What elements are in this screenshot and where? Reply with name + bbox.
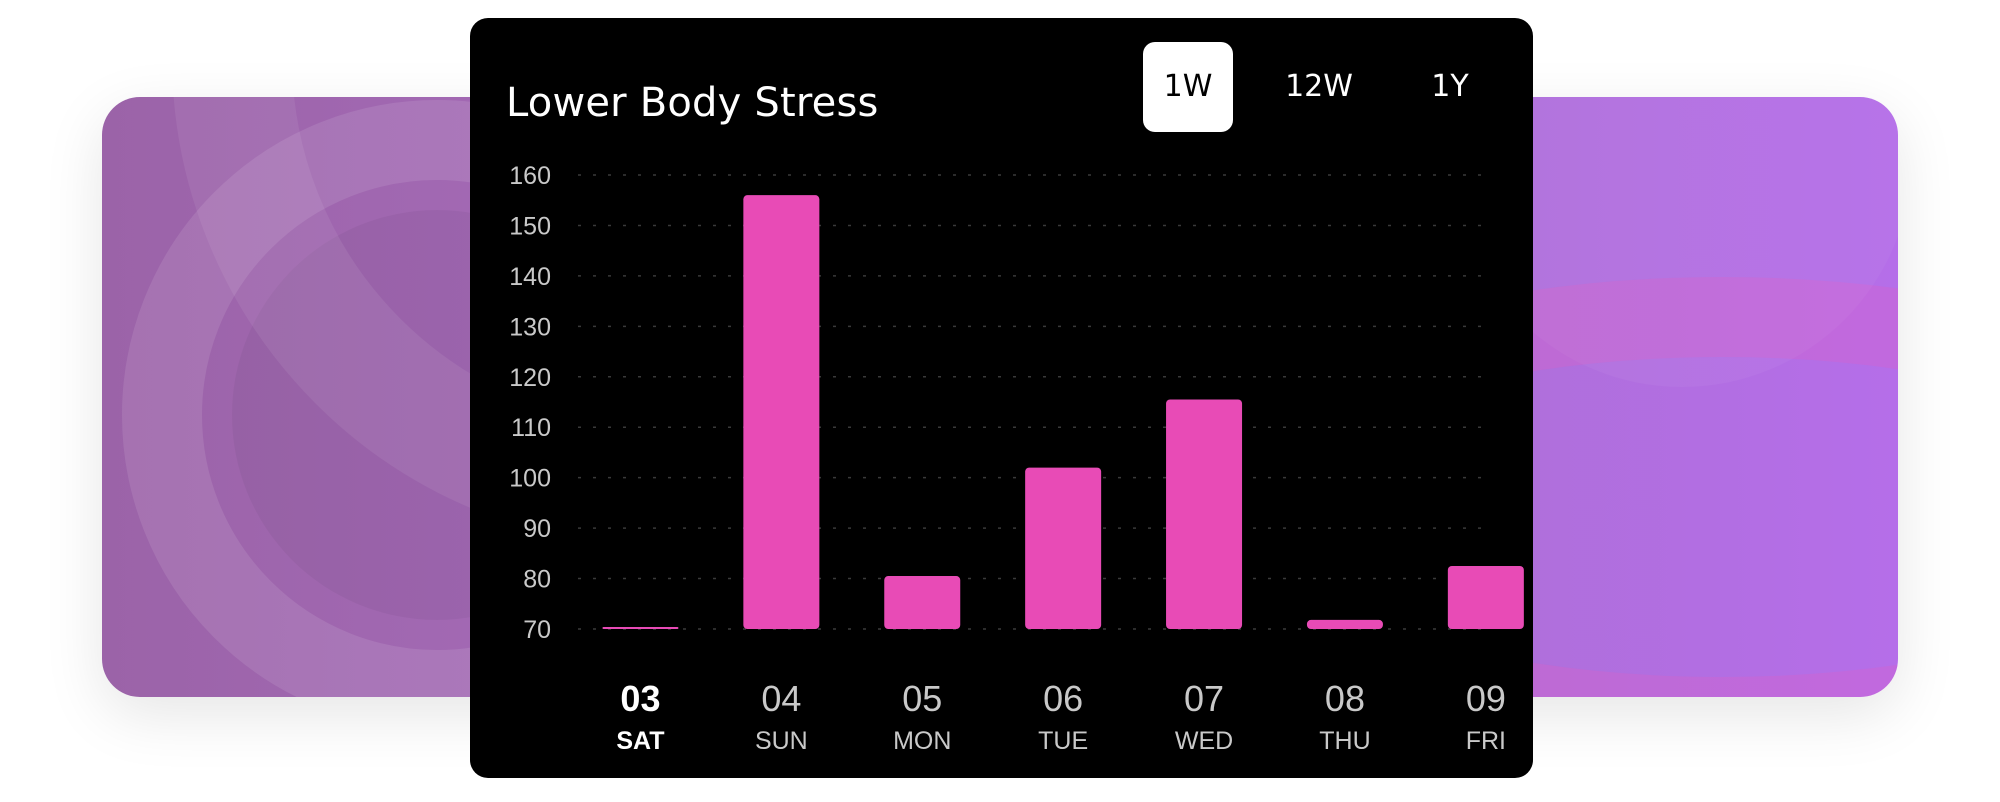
bar-chart: 70 80 90 100 110 120 130 140 150 160 03 SAT 04 SUN 05 M… <box>509 162 1524 755</box>
y-tick-label: 120 <box>509 364 551 392</box>
x-tick-weekday-label: TUE <box>1038 727 1088 755</box>
y-tick-label: 70 <box>523 616 551 644</box>
y-tick-label: 160 <box>509 162 551 190</box>
x-tick-weekday-label: SAT <box>616 727 664 755</box>
bar <box>743 195 820 629</box>
x-tick-day-label: 03 <box>620 678 660 719</box>
x-tick-day-label: 05 <box>902 678 942 719</box>
y-tick-label: 100 <box>509 465 551 493</box>
tab-1y[interactable]: 1Y <box>1431 69 1469 104</box>
bar <box>1306 619 1383 629</box>
x-tick-weekday-label: MON <box>893 727 951 755</box>
x-tick-day-label: 08 <box>1325 678 1365 719</box>
x-tick-weekday-label: SUN <box>755 727 808 755</box>
bar <box>1166 399 1243 629</box>
x-tick-weekday-label: THU <box>1319 727 1370 755</box>
time-range-tabs: 1W 12W 1Y <box>1143 42 1503 132</box>
chart-title: Lower Body Stress <box>506 80 879 126</box>
y-tick-label: 140 <box>509 263 551 291</box>
y-tick-label: 90 <box>523 515 551 543</box>
x-tick-weekday-label: WED <box>1175 727 1233 755</box>
y-tick-label: 110 <box>511 414 551 442</box>
y-tick-label: 130 <box>509 313 551 341</box>
x-tick-day-label: 04 <box>761 678 801 719</box>
bar <box>1025 467 1102 629</box>
tab-12w[interactable]: 12W <box>1285 69 1353 104</box>
x-tick-day-label: 09 <box>1466 678 1506 719</box>
x-tick-weekday-label: FRI <box>1466 727 1506 755</box>
bar <box>1447 565 1524 629</box>
y-tick-label: 150 <box>509 212 551 240</box>
tab-1w[interactable]: 1W <box>1143 42 1233 132</box>
y-tick-label: 80 <box>523 566 551 594</box>
bar <box>602 627 679 629</box>
x-tick-day-label: 07 <box>1184 678 1224 719</box>
bar <box>884 576 961 629</box>
chart-card: Lower Body Stress 1W 12W 1Y 70 80 90 100 110… <box>470 18 1533 778</box>
x-tick-day-label: 06 <box>1043 678 1083 719</box>
